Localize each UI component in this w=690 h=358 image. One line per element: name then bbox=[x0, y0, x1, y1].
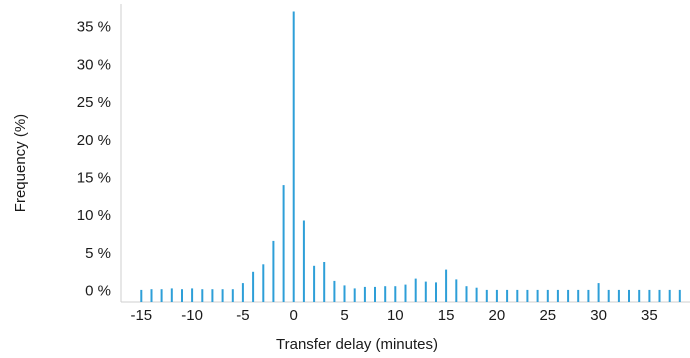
y-axis-title: Frequency (%) bbox=[12, 114, 29, 212]
x-tick-label: -10 bbox=[181, 307, 203, 324]
bar bbox=[617, 289, 620, 302]
bar bbox=[394, 286, 397, 302]
bar bbox=[414, 278, 417, 302]
bar bbox=[495, 289, 498, 302]
bar bbox=[607, 289, 610, 302]
y-tick-label: 35 % bbox=[77, 19, 111, 36]
bar bbox=[485, 289, 488, 302]
y-tick-label: 30 % bbox=[77, 56, 111, 73]
bar bbox=[181, 289, 183, 302]
bar bbox=[140, 289, 143, 302]
bar bbox=[567, 289, 570, 302]
x-tick-label: -5 bbox=[236, 307, 249, 324]
x-tick-label: 15 bbox=[438, 307, 455, 324]
bar bbox=[597, 283, 600, 302]
bar bbox=[150, 289, 153, 302]
bar bbox=[201, 289, 204, 302]
bar bbox=[231, 289, 234, 302]
bar bbox=[323, 262, 326, 302]
bar bbox=[526, 289, 529, 302]
bar bbox=[404, 284, 407, 302]
bar bbox=[445, 269, 448, 302]
x-tick-label: 5 bbox=[340, 307, 348, 324]
x-tick-label: 10 bbox=[387, 307, 404, 324]
bar bbox=[648, 289, 651, 302]
bar bbox=[191, 288, 194, 302]
bar bbox=[587, 289, 590, 302]
bar bbox=[628, 289, 630, 302]
bar bbox=[465, 286, 468, 302]
bar bbox=[638, 289, 641, 302]
x-tick-label: -15 bbox=[130, 307, 152, 324]
x-tick-label: 0 bbox=[290, 307, 298, 324]
y-tick-label: 0 % bbox=[85, 283, 111, 300]
bar bbox=[252, 271, 255, 302]
bar bbox=[313, 265, 316, 302]
bar bbox=[536, 289, 539, 302]
bar bbox=[577, 289, 580, 302]
bar bbox=[292, 11, 295, 302]
x-tick-label: 25 bbox=[539, 307, 556, 324]
x-axis-title: Transfer delay (minutes) bbox=[276, 336, 438, 353]
bar bbox=[272, 240, 275, 302]
y-tick-label: 15 % bbox=[77, 170, 111, 187]
bar bbox=[424, 281, 427, 302]
bar bbox=[211, 289, 214, 302]
y-tick-label: 20 % bbox=[77, 132, 111, 149]
bar bbox=[282, 185, 285, 302]
y-tick-label: 5 % bbox=[85, 245, 111, 262]
bar bbox=[353, 288, 356, 302]
bar bbox=[221, 289, 224, 302]
bar bbox=[516, 289, 519, 302]
bar bbox=[363, 286, 366, 302]
x-tick-labels: -15 -10 -5 0 5 10 15 20 25 30 35 bbox=[130, 307, 657, 324]
bar bbox=[678, 289, 681, 302]
bar bbox=[241, 283, 244, 302]
bars-group bbox=[140, 11, 681, 302]
y-tick-labels: 0 % 5 % 10 % 15 % 20 % 25 % 30 % 35 % bbox=[77, 19, 111, 300]
y-tick-label: 25 % bbox=[77, 94, 111, 111]
bar bbox=[160, 289, 163, 302]
x-tick-label: 20 bbox=[489, 307, 506, 324]
bar bbox=[262, 264, 265, 302]
bar bbox=[506, 289, 509, 302]
bar bbox=[668, 289, 671, 302]
bar bbox=[302, 220, 305, 302]
bar bbox=[658, 289, 661, 302]
y-tick-label: 10 % bbox=[77, 207, 111, 224]
bar bbox=[374, 286, 376, 302]
bar bbox=[333, 280, 336, 302]
x-tick-label: 30 bbox=[590, 307, 607, 324]
bar bbox=[546, 289, 549, 302]
bar bbox=[170, 288, 173, 302]
bar bbox=[343, 285, 346, 302]
bar bbox=[384, 286, 387, 302]
bar bbox=[455, 279, 458, 302]
bar bbox=[435, 282, 437, 302]
bar bbox=[475, 287, 478, 302]
x-tick-label: 35 bbox=[641, 307, 658, 324]
bar bbox=[556, 289, 559, 302]
